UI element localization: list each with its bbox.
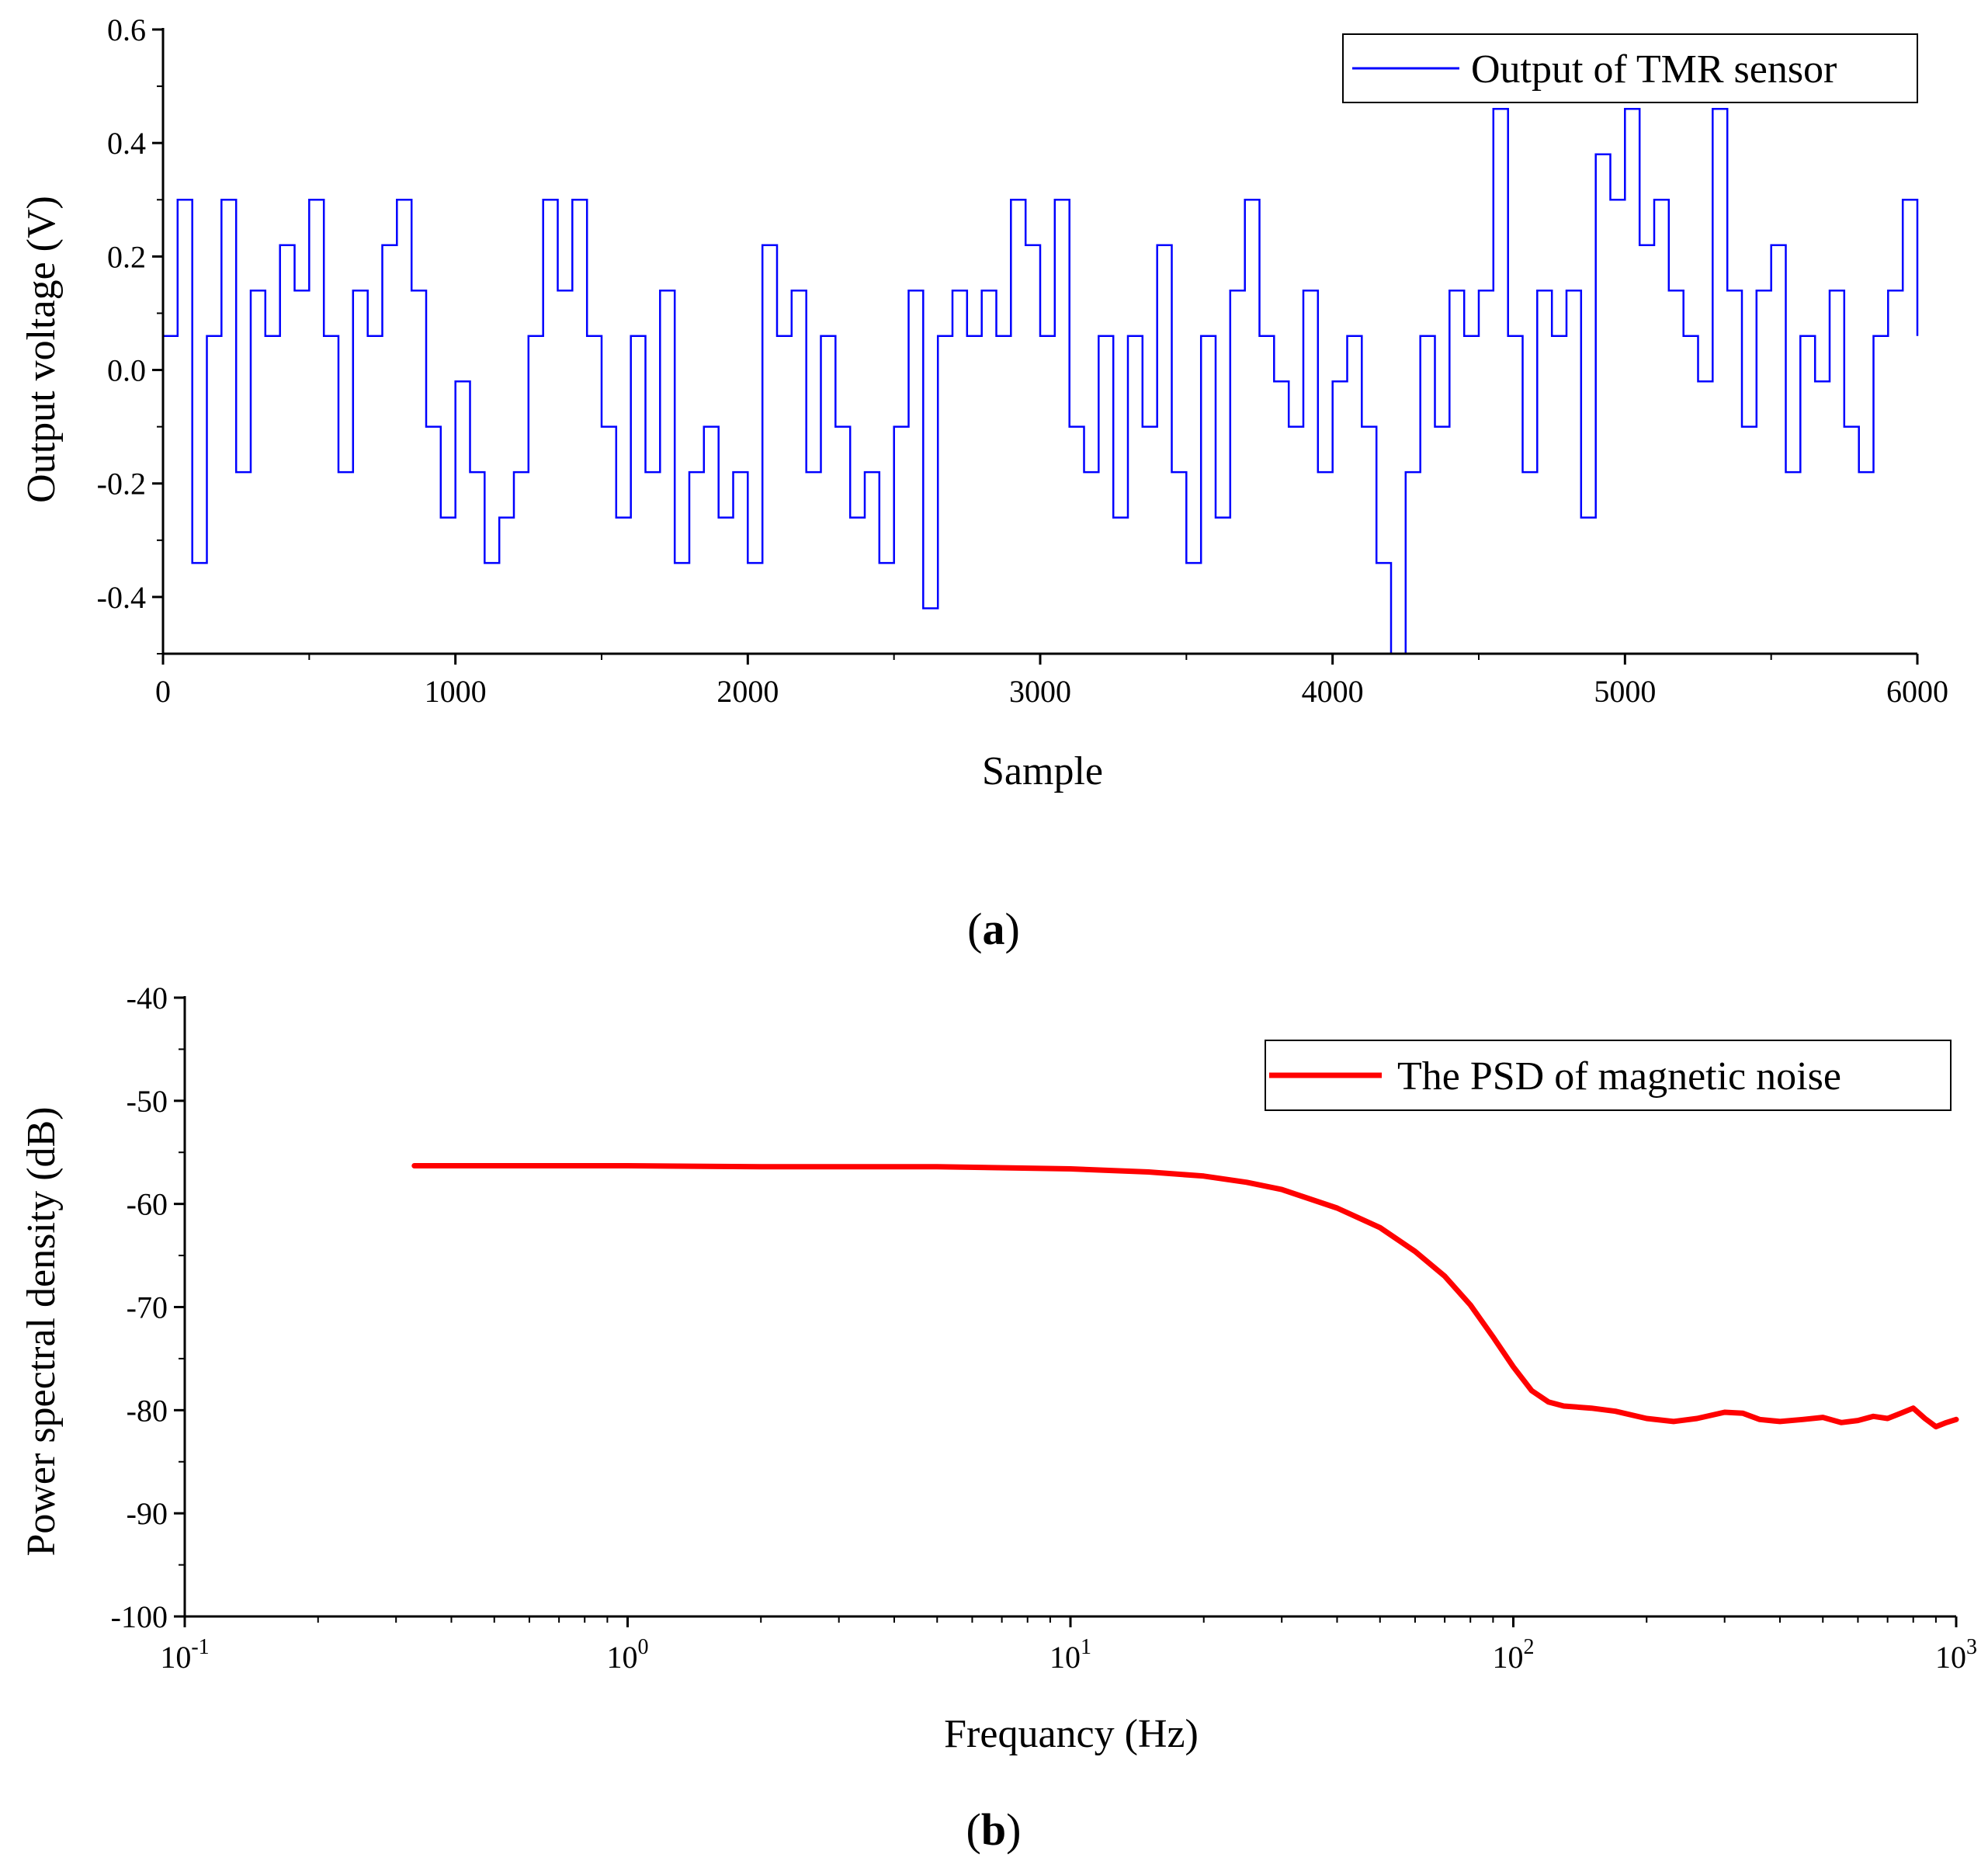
panel-a-series-line	[163, 108, 1919, 655]
panel-a-ticks: 0 1000 2000 3000 4000 5000 6000 -0.4 -0.2 0.0 0.2 0…	[97, 12, 1948, 709]
panel-b-y-tick-label: -50	[127, 1084, 168, 1119]
panel-a-x-tick-label: 1000	[425, 674, 487, 709]
panel-b-series-line	[411, 1163, 1959, 1430]
panel-a-y-tick-label: -0.4	[97, 580, 146, 615]
panel-a-legend-label: Output of TMR sensor	[1471, 47, 1837, 92]
panel-b-ticks: 10-1 100 101 102 103 -100 -90 -80 -70 -60 -50 -40	[111, 981, 1977, 1675]
panel-b-y-axis-title: Power spectral density (dB)	[19, 1106, 64, 1556]
panel-a-x-tick-label: 0	[155, 674, 171, 709]
panel-b-x-tick-label: 101	[1050, 1635, 1091, 1675]
panel-a-x-tick-label: 6000	[1886, 674, 1948, 709]
panel-b-y-tick-label: -100	[111, 1599, 168, 1634]
panel-b-y-tick-label: -90	[127, 1496, 168, 1531]
panel-a-x-tick-label: 5000	[1594, 674, 1656, 709]
panel-a-y-tick-label: 0.0	[107, 353, 146, 388]
panel-b-y-tick-label: -70	[127, 1290, 168, 1325]
panel-b-y-tick-label: -60	[127, 1187, 168, 1222]
panel-a-legend: Output of TMR sensor	[1342, 33, 1918, 103]
panel-a-y-tick-label: 0.2	[107, 239, 146, 274]
panel-a-label: (a)	[967, 904, 1020, 954]
panel-a-x-tick-label: 3000	[1009, 674, 1071, 709]
panel-b-x-tick-label: 10-1	[160, 1635, 209, 1675]
panel-a-series	[163, 108, 1919, 655]
panel-b-x-tick-label: 102	[1493, 1635, 1535, 1675]
panel-a-chart: 0 1000 2000 3000 4000 5000 6000 -0.4 -0.2 0.0 0.2 0…	[19, 12, 1948, 954]
panel-b-y-tick-label: -80	[127, 1393, 168, 1428]
panel-a-y-axis-title: Output voltage (V)	[19, 196, 64, 503]
panel-b-series	[411, 1163, 1959, 1430]
panel-b-label: (b)	[966, 1804, 1022, 1855]
panel-a-x-axis-title: Sample	[982, 749, 1103, 793]
panel-b-letter: b	[981, 1804, 1006, 1855]
panel-a-x-tick-label: 2000	[716, 674, 779, 709]
panel-b-x-tick-label: 100	[607, 1635, 649, 1675]
panel-a-x-tick-label: 4000	[1302, 674, 1364, 709]
panel-a-y-tick-label: -0.2	[97, 467, 146, 502]
panel-a-letter: a	[983, 904, 1005, 954]
panel-b-x-tick-label: 103	[1935, 1635, 1977, 1675]
panel-a-y-tick-label: 0.6	[107, 12, 146, 47]
panel-a-y-tick-label: 0.4	[107, 126, 146, 161]
panel-b-x-axis-title: Frequancy (Hz)	[944, 1712, 1199, 1756]
panel-b-y-tick-label: -40	[127, 981, 168, 1016]
panel-b-chart: 10-1 100 101 102 103 -100 -90 -80 -70 -60 -50 -40 F…	[19, 981, 1977, 1855]
panel-b-legend: The PSD of magnetic noise	[1265, 1040, 1952, 1111]
panel-b-legend-label: The PSD of magnetic noise	[1397, 1054, 1841, 1099]
